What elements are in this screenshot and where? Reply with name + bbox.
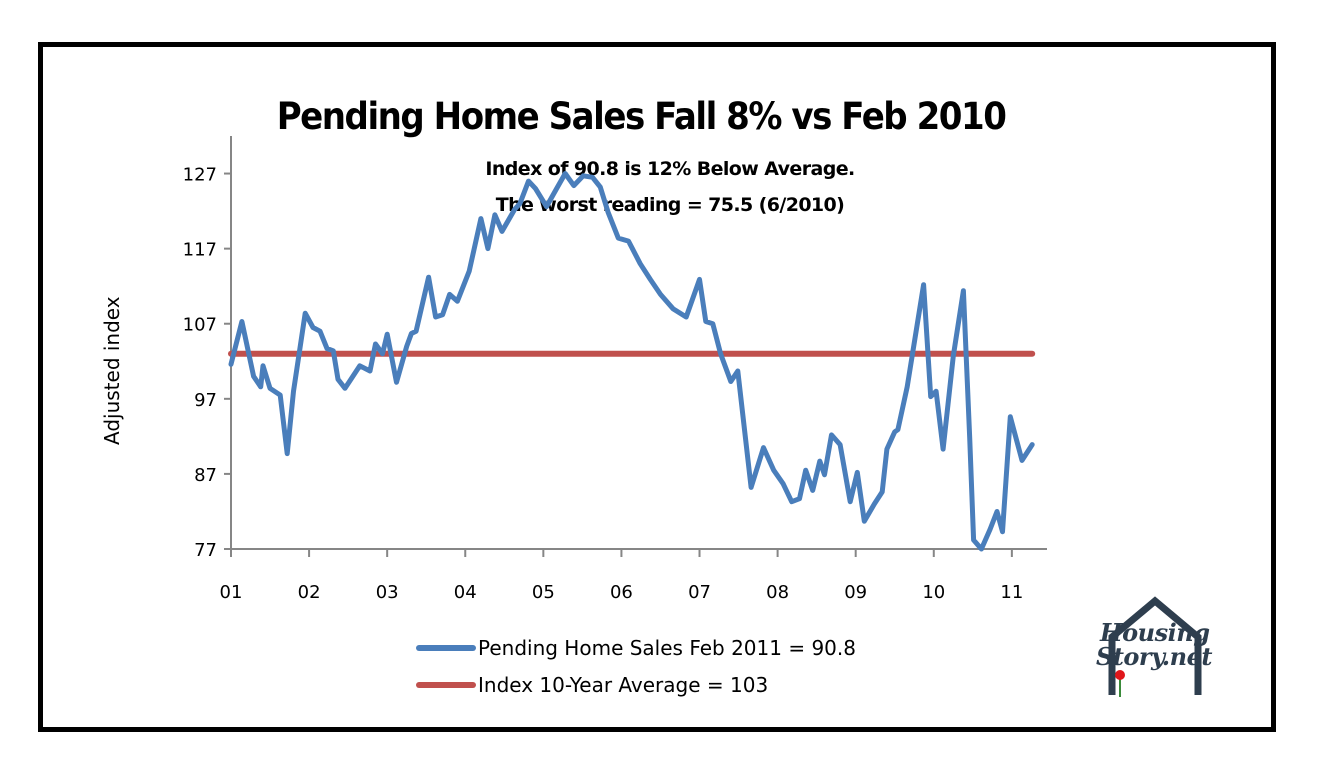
logo-text-line2: Story.net (1096, 642, 1212, 671)
legend-label-pending-sales: Pending Home Sales Feb 2011 = 90.8 (478, 636, 856, 660)
series-lines (228, 171, 1036, 552)
chart-frame (38, 42, 1276, 732)
y-ticks: 127 117 107 97 87 77 (183, 165, 231, 561)
y-tick-label: 97 (194, 390, 217, 411)
chart-title: Pending Home Sales Fall 8% vs Feb 2010 (276, 95, 1007, 138)
y-tick-label: 77 (194, 540, 217, 561)
x-tick-label: 06 (610, 582, 633, 603)
series-line-pending-home-sales (228, 171, 1035, 552)
legend-swatch-blue (416, 645, 476, 651)
axes (230, 136, 1047, 550)
legend-item-pending-sales: Pending Home Sales Feb 2011 = 90.8 (416, 636, 856, 660)
y-tick-label: 117 (183, 240, 217, 261)
x-tick-label: 04 (454, 582, 477, 603)
x-tick-label: 03 (376, 582, 399, 603)
y-tick-label: 87 (194, 465, 217, 486)
house-roof-icon (1108, 596, 1202, 697)
y-tick-label: 107 (183, 315, 217, 336)
legend-label-10-year-average: Index 10-Year Average = 103 (478, 673, 769, 697)
annotation-below-average: Index of 90.8 is 12% Below Average. (485, 158, 855, 180)
x-tick-label: 07 (688, 582, 711, 603)
x-tick-label: 02 (298, 582, 321, 603)
annotation-worst-reading: The worst reading = 75.5 (6/2010) (495, 194, 845, 216)
x-tick-label: 05 (532, 582, 555, 603)
x-tick-label: 08 (766, 582, 789, 603)
logo-text-line1: Housing (1100, 618, 1210, 647)
x-tick-label: 11 (1000, 582, 1023, 603)
x-tick-label: 09 (844, 582, 867, 603)
legend-swatch-red (416, 682, 476, 688)
legend-item-10-year-average: Index 10-Year Average = 103 (416, 673, 768, 697)
x-ticks: 01 02 03 04 05 06 07 08 09 10 11 (220, 549, 1023, 603)
pin-icon (1115, 670, 1125, 680)
x-tick-label: 01 (220, 582, 243, 603)
y-tick-label: 127 (183, 165, 217, 186)
housingstory-logo: Housing Story.net (1090, 595, 1250, 705)
x-tick-label: 10 (922, 582, 945, 603)
